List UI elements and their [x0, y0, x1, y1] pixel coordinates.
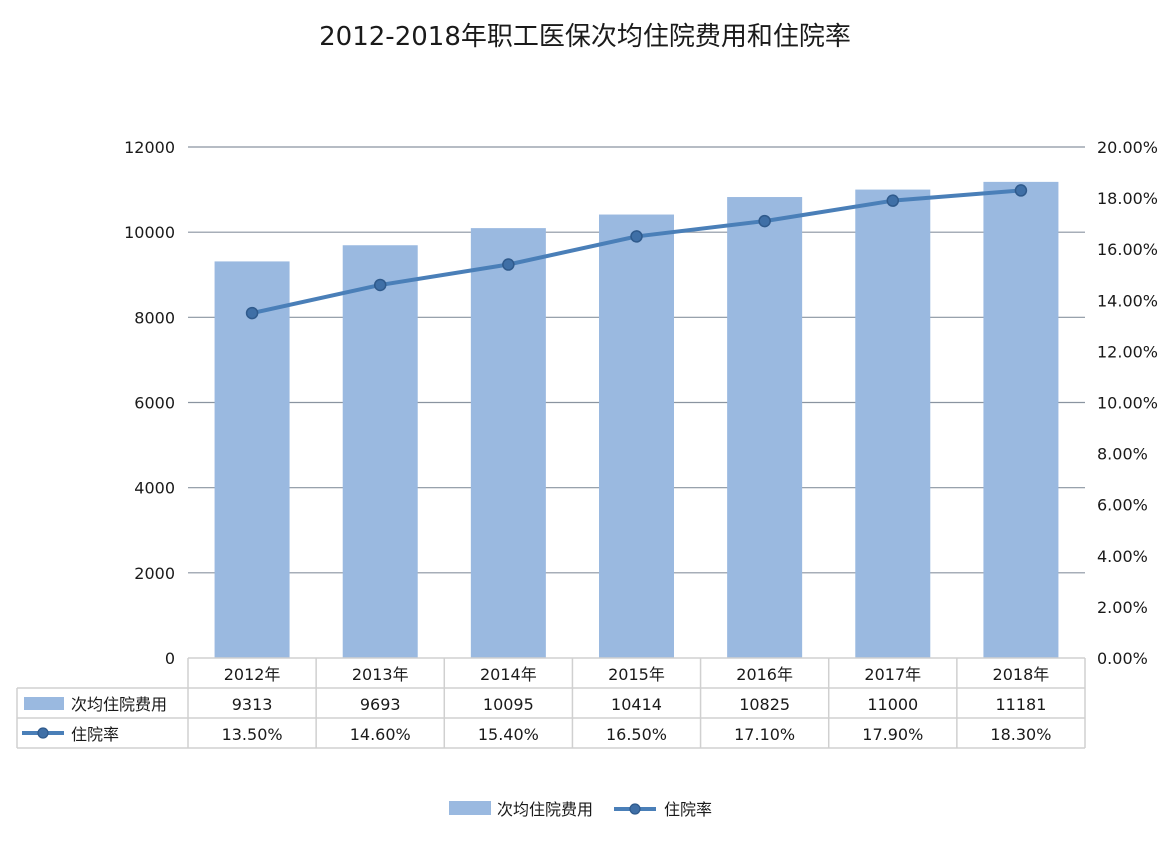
table-value-bar: 10414 [611, 695, 662, 714]
right-tick-label: 16.00% [1097, 240, 1158, 259]
bar [470, 228, 546, 658]
left-tick-label: 2000 [134, 564, 175, 583]
table-value-line: 14.60% [350, 725, 411, 744]
bar [983, 181, 1059, 659]
table-value-bar: 10095 [483, 695, 534, 714]
line-point [758, 214, 771, 228]
left-tick-label: 12000 [124, 138, 175, 157]
bar [727, 197, 803, 659]
right-tick-label: 20.00% [1097, 138, 1158, 157]
right-tick-label: 6.00% [1097, 496, 1148, 515]
line-point [630, 230, 643, 243]
bar-series [214, 181, 1059, 659]
right-tick-label: 12.00% [1097, 342, 1158, 361]
right-tick-label: 0.00% [1097, 649, 1148, 668]
x-tick-label: 2016年 [736, 665, 793, 684]
line-point [373, 278, 387, 292]
bar [342, 245, 418, 658]
chart-title: 2012-2018年职工医保次均住院费用和住院率 [319, 22, 851, 52]
x-tick-label: 2014年 [480, 665, 537, 684]
left-tick-label: 6000 [134, 394, 175, 413]
table-value-line: 17.10% [734, 725, 795, 744]
right-tick-label: 8.00% [1097, 445, 1148, 464]
right-tick-label: 14.00% [1097, 291, 1158, 310]
table-value-bar: 10825 [739, 695, 790, 714]
table-value-line: 17.90% [862, 725, 923, 744]
legend-key-bar [449, 801, 491, 815]
legend-label: 住院率 [664, 800, 712, 819]
x-tick-label: 2012年 [224, 665, 281, 684]
line-point [245, 306, 259, 320]
line-point [502, 258, 515, 271]
table-value-bar: 11000 [867, 695, 918, 714]
data-table: 2012年 2013年 2014年 2015年 2016年 2017年 2018年 9313 9… [16, 657, 1086, 749]
left-axis: 0 2000 4000 6000 8000 10000 12000 [124, 138, 175, 668]
table-key-marker [37, 727, 49, 739]
table-value-bar: 9693 [360, 695, 401, 714]
table-value-bar: 9313 [232, 695, 273, 714]
left-tick-label: 8000 [134, 308, 175, 327]
x-tick-label: 2017年 [864, 665, 921, 684]
table-value-line: 15.40% [478, 725, 539, 744]
right-axis: 0.00% 2.00% 4.00% 6.00% 8.00% 10.00% 12.00% 14.… [1097, 138, 1158, 668]
right-tick-label: 10.00% [1097, 394, 1158, 413]
legend-label: 次均住院费用 [497, 800, 593, 819]
left-tick-label: 0 [165, 649, 175, 668]
bar [214, 261, 290, 658]
legend-key-marker [629, 803, 641, 815]
table-value-line: 16.50% [606, 725, 667, 744]
table-value-line: 13.50% [222, 725, 283, 744]
x-tick-label: 2015年 [608, 665, 665, 684]
left-tick-label: 10000 [124, 223, 175, 242]
bar [855, 189, 931, 659]
right-tick-label: 4.00% [1097, 547, 1148, 566]
legend: 次均住院费用 住院率 [449, 800, 712, 819]
x-tick-label: 2018年 [993, 665, 1050, 684]
right-tick-label: 2.00% [1097, 598, 1148, 617]
table-value-line: 18.30% [990, 725, 1051, 744]
line-point [886, 194, 900, 207]
line-series [245, 184, 1028, 320]
line-point [1014, 184, 1028, 197]
bar [599, 214, 674, 658]
table-row-label: 住院率 [71, 725, 119, 744]
table-key-bar [24, 697, 64, 710]
x-tick-label: 2013年 [352, 665, 409, 684]
left-tick-label: 4000 [134, 479, 175, 498]
table-row-label: 次均住院费用 [71, 695, 167, 714]
table-value-bar: 11181 [995, 695, 1046, 714]
right-tick-label: 18.00% [1097, 189, 1158, 208]
